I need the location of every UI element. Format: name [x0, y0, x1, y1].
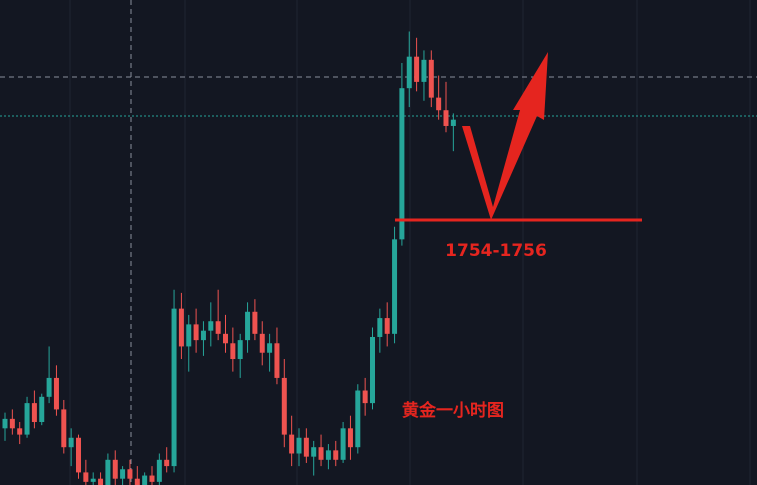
candle-body — [274, 343, 280, 378]
candle-body — [428, 59, 434, 98]
annotations: 1754-1756 黄金一小时图 — [395, 52, 642, 421]
candle-body — [90, 478, 96, 482]
candle-body — [259, 333, 265, 353]
candle-body — [61, 409, 67, 448]
candle-body — [223, 333, 228, 344]
candle-body — [245, 311, 251, 341]
candle-body — [443, 110, 449, 126]
candle-body — [215, 321, 221, 334]
candle-body — [46, 377, 52, 397]
candle-body — [83, 472, 89, 482]
candle-body — [31, 403, 37, 423]
candle-body — [186, 324, 192, 347]
candle-body — [53, 377, 59, 410]
candle-body — [24, 403, 30, 435]
candle-body — [370, 336, 375, 404]
candle-body — [164, 459, 170, 467]
candle-body — [384, 318, 390, 334]
candle-body — [171, 308, 177, 467]
chart-caption: 黄金一小时图 — [402, 400, 504, 421]
candle-body — [105, 459, 111, 485]
candle-body — [421, 59, 427, 82]
candles — [2, 31, 456, 485]
candle-body — [120, 469, 126, 479]
candle-body — [156, 459, 162, 482]
candle-body — [112, 459, 118, 479]
v-arrow — [462, 52, 548, 220]
candle-body — [414, 56, 420, 82]
candle-body — [362, 390, 368, 404]
candle-body — [436, 97, 442, 111]
candle-body — [252, 311, 258, 334]
candle-body — [281, 377, 287, 435]
candle-body — [17, 428, 23, 435]
candle-body — [230, 343, 236, 360]
candle-body — [377, 318, 383, 337]
candle-body — [267, 343, 273, 353]
candle-body — [178, 308, 184, 347]
candle-body — [237, 340, 243, 360]
candle-body — [347, 428, 353, 448]
candle-body — [450, 119, 456, 126]
candle-body — [325, 450, 331, 460]
candle-body — [392, 239, 398, 334]
candle-body — [406, 56, 412, 89]
candle-body — [200, 330, 206, 341]
candle-body — [98, 478, 104, 485]
price-range-label: 1754-1756 — [445, 241, 547, 261]
candle-body — [318, 447, 324, 460]
candle-body — [208, 321, 214, 331]
candle-body — [39, 396, 45, 423]
candle-body — [296, 437, 302, 454]
candle-body — [303, 437, 309, 457]
candle-body — [134, 478, 140, 485]
candle-body — [76, 437, 81, 473]
candle-body — [311, 447, 317, 457]
candle-body — [340, 428, 346, 460]
candle-body — [142, 475, 148, 485]
candle-body — [9, 418, 15, 429]
candle-body — [2, 418, 8, 429]
candle-body — [68, 437, 74, 448]
candle-body — [193, 324, 199, 341]
candle-body — [399, 88, 405, 240]
candle-body — [355, 390, 361, 448]
candle-body — [289, 434, 295, 454]
candle-body — [127, 469, 133, 479]
candle-body — [333, 450, 339, 460]
candle-body — [149, 475, 155, 482]
